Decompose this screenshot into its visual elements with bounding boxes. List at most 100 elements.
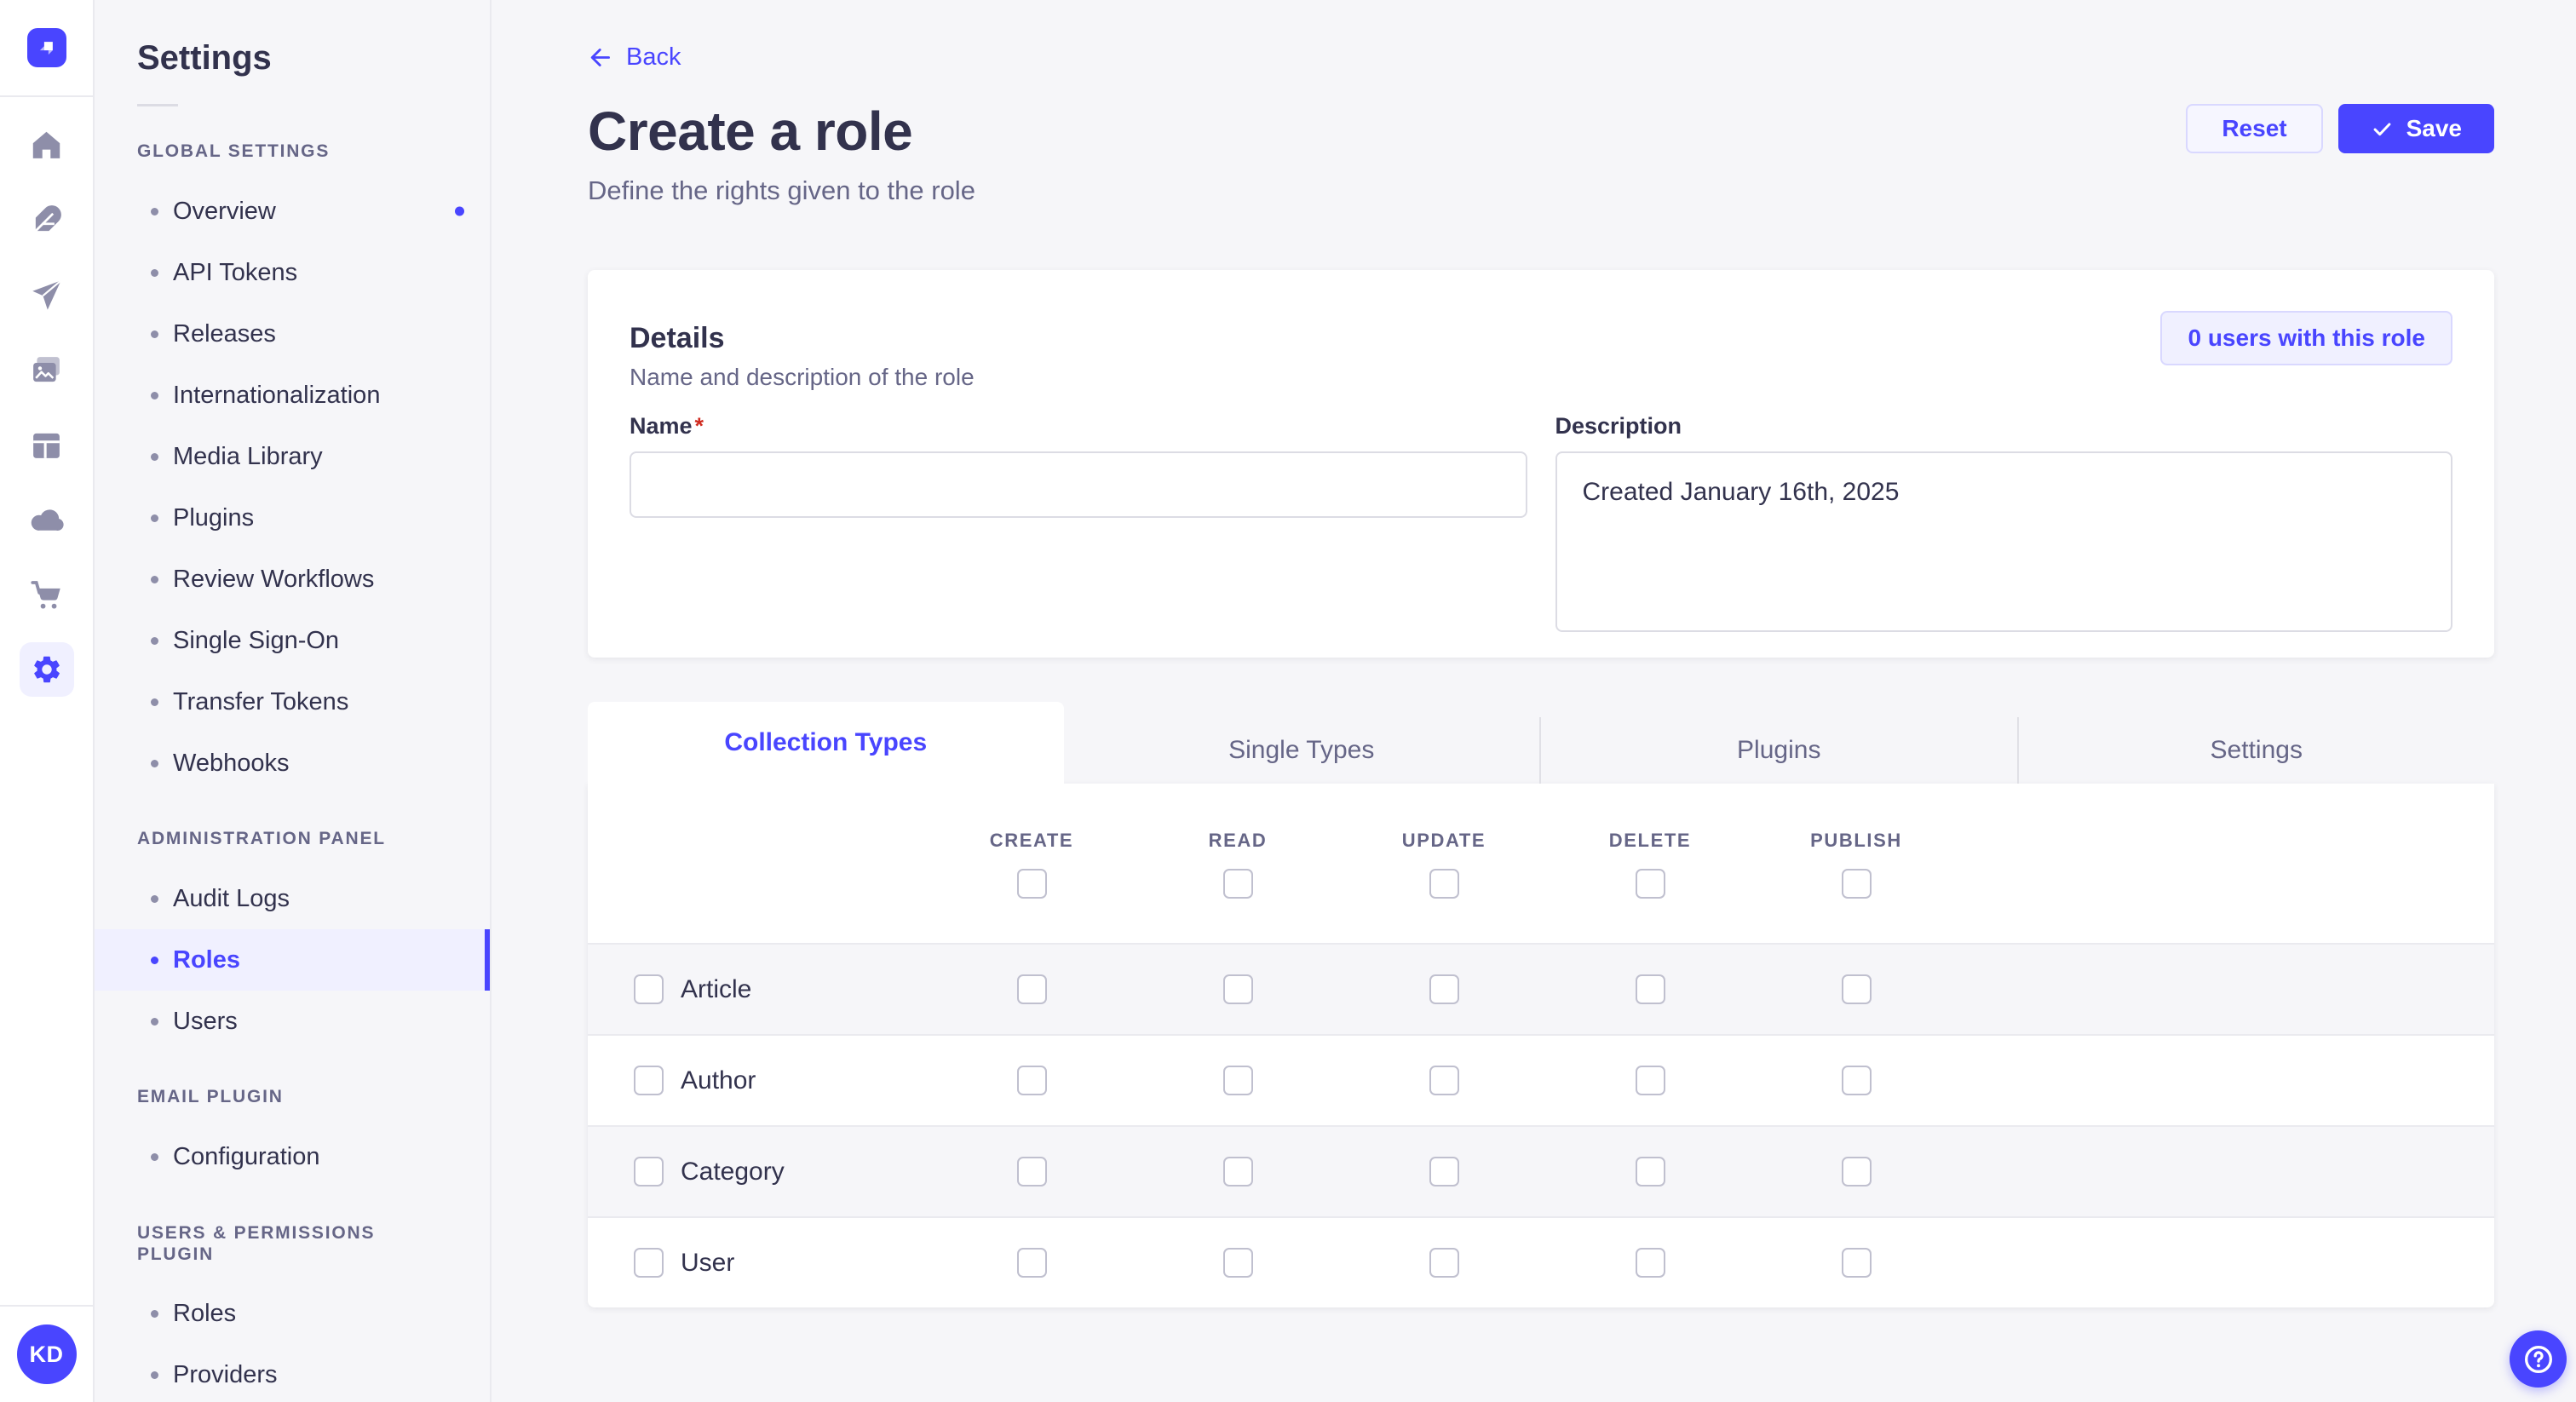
tab-plugins[interactable]: Plugins (1539, 717, 2017, 784)
sidebar-item-media-library[interactable]: Media Library (95, 426, 490, 487)
checkbox[interactable] (1842, 1248, 1872, 1278)
sidebar-item-label: Review Workflows (173, 567, 374, 592)
help-button[interactable] (2510, 1330, 2567, 1388)
notification-dot-icon (455, 207, 464, 216)
sidebar-section-users-permissions-plugin: USERS & PERMISSIONS PLUGINRolesProviders (95, 1222, 490, 1402)
rail-item-send[interactable] (0, 257, 93, 332)
checkbox[interactable] (1429, 1248, 1459, 1278)
permission-cell-publish (1753, 974, 1959, 1004)
checkbox[interactable] (1223, 1157, 1253, 1187)
checkbox[interactable] (1223, 869, 1253, 899)
bullet-icon (151, 514, 158, 522)
sidebar-item-configuration[interactable]: Configuration (95, 1127, 490, 1188)
tab-settings[interactable]: Settings (2017, 717, 2495, 784)
tab-single-types[interactable]: Single Types (1064, 717, 1540, 784)
sidebar-item-internationalization[interactable]: Internationalization (95, 365, 490, 426)
strapi-logo-icon[interactable] (27, 28, 66, 67)
sidebar-item-overview[interactable]: Overview (95, 181, 490, 242)
sidebar-item-single-sign-on[interactable]: Single Sign-On (95, 610, 490, 671)
app-window: KD Settings GLOBAL SETTINGSOverviewAPI T… (0, 0, 2576, 1402)
description-textarea[interactable]: Created January 16th, 2025 (1555, 451, 2453, 632)
checkbox[interactable] (1429, 974, 1459, 1004)
details-title: Details (630, 323, 975, 354)
name-input[interactable] (630, 451, 1527, 518)
permission-cell-read (1135, 974, 1341, 1004)
permission-cell-publish (1753, 1157, 1959, 1187)
checkbox[interactable] (1429, 1157, 1459, 1187)
checkbox[interactable] (1636, 1157, 1665, 1187)
sidebar-item-releases[interactable]: Releases (95, 303, 490, 365)
required-marker: * (695, 413, 704, 439)
checkbox[interactable] (1223, 1066, 1253, 1095)
checkbox[interactable] (1636, 974, 1665, 1004)
row-label: Category (681, 1159, 785, 1185)
back-link[interactable]: Back (588, 44, 681, 72)
users-with-role-button[interactable]: 0 users with this role (2160, 311, 2452, 365)
row-lead: Author (588, 1066, 929, 1095)
section-label: ADMINISTRATION PANEL (137, 828, 447, 849)
rail-footer: KD (0, 1305, 93, 1402)
icon-rail: KD (0, 0, 95, 1402)
checkbox[interactable] (634, 1157, 664, 1187)
sidebar-divider (137, 104, 178, 106)
checkbox[interactable] (634, 1066, 664, 1095)
permission-cell-create (929, 974, 1135, 1004)
tab-collection-types[interactable]: Collection Types (588, 702, 1064, 784)
page-subtitle: Define the rights given to the role (588, 175, 2494, 206)
checkbox[interactable] (1017, 1157, 1047, 1187)
sidebar-item-plugins[interactable]: Plugins (95, 487, 490, 549)
rail-item-content[interactable] (0, 182, 93, 257)
checkbox[interactable] (1636, 1066, 1665, 1095)
checkbox[interactable] (1017, 1248, 1047, 1278)
bullet-icon (151, 576, 158, 583)
sidebar-item-webhooks[interactable]: Webhooks (95, 733, 490, 794)
sidebar-item-label: Users (173, 1009, 238, 1034)
checkbox[interactable] (1429, 1066, 1459, 1095)
rail-nav (0, 97, 93, 707)
rail-item-home[interactable] (0, 107, 93, 182)
save-button[interactable]: Save (2338, 104, 2494, 153)
checkbox[interactable] (1017, 974, 1047, 1004)
sidebar-item-label: Providers (173, 1363, 278, 1388)
checkbox[interactable] (1223, 1248, 1253, 1278)
layout-icon (29, 428, 64, 463)
feather-icon (29, 203, 64, 238)
checkbox[interactable] (1842, 974, 1872, 1004)
checkbox[interactable] (1017, 869, 1047, 899)
checkbox[interactable] (634, 974, 664, 1004)
sidebar-item-review-workflows[interactable]: Review Workflows (95, 549, 490, 610)
checkbox[interactable] (1636, 869, 1665, 899)
rail-item-marketplace[interactable] (0, 557, 93, 632)
sidebar-item-audit-logs[interactable]: Audit Logs (95, 868, 490, 929)
rail-item-settings[interactable] (0, 632, 93, 707)
checkbox[interactable] (634, 1248, 664, 1278)
sidebar-item-users[interactable]: Users (95, 991, 490, 1052)
sidebar-item-roles[interactable]: Roles (95, 1284, 490, 1345)
checkbox[interactable] (1017, 1066, 1047, 1095)
details-form: Name* Description Created January 16th, … (630, 413, 2452, 632)
checkbox[interactable] (1223, 974, 1253, 1004)
rail-item-media[interactable] (0, 332, 93, 407)
checkbox[interactable] (1636, 1248, 1665, 1278)
avatar[interactable]: KD (17, 1324, 77, 1384)
permissions-section: Collection TypesSingle TypesPluginsSetti… (588, 702, 2494, 1307)
sidebar-item-transfer-tokens[interactable]: Transfer Tokens (95, 671, 490, 733)
sidebar-item-roles[interactable]: Roles (95, 929, 490, 991)
rail-item-layout[interactable] (0, 407, 93, 482)
permission-cell-update (1341, 1248, 1547, 1278)
cloud-icon (29, 503, 64, 537)
checkbox[interactable] (1842, 1157, 1872, 1187)
checkbox[interactable] (1842, 869, 1872, 899)
column-header-delete: DELETE (1547, 830, 1753, 852)
column-header-update: UPDATE (1341, 830, 1547, 852)
reset-button[interactable]: Reset (2186, 104, 2322, 153)
checkbox[interactable] (1429, 869, 1459, 899)
permission-cell-update (1341, 1066, 1547, 1095)
checkbox[interactable] (1842, 1066, 1872, 1095)
rail-item-cloud[interactable] (0, 482, 93, 557)
column-select-all-cell (929, 869, 1135, 899)
sidebar-item-providers[interactable]: Providers (95, 1345, 490, 1402)
save-label: Save (2406, 115, 2462, 142)
sidebar-item-api-tokens[interactable]: API Tokens (95, 242, 490, 303)
row-label: Author (681, 1068, 756, 1094)
